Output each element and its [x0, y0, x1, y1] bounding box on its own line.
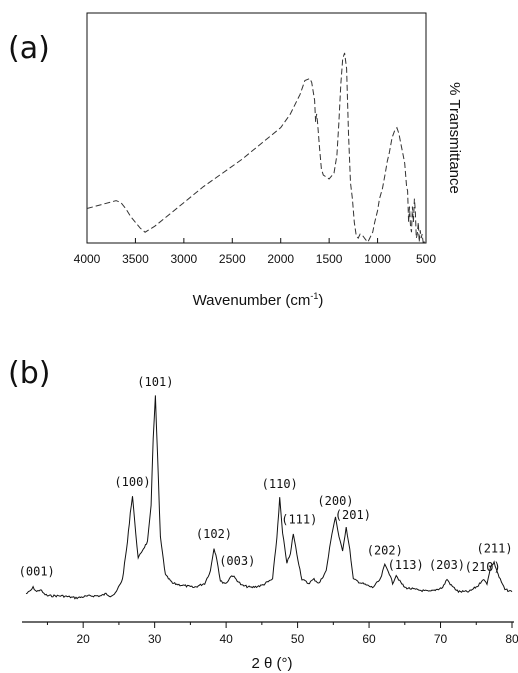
- panel-a-x-axis-title: Wavenumber (cm-1): [193, 291, 324, 309]
- panel-b-xrd-pattern-line: [25, 395, 513, 600]
- panel-b-peak-label: (201): [335, 508, 371, 522]
- panel-b-peak-label: (200): [317, 494, 353, 508]
- panel-b-x-axis-title: 2 θ (°): [251, 655, 292, 672]
- panel-a-x-tick-label: 3000: [171, 252, 198, 266]
- panel-a-label: (a): [8, 31, 50, 66]
- panel-b-peak-label: (003): [219, 554, 255, 568]
- panel-b-x-tick-label: 50: [291, 632, 305, 646]
- panel-b-peak-label: (102): [196, 527, 232, 541]
- panel-b-x-ticks: 20 30 40 50 60 70 80: [46, 622, 518, 646]
- panel-b-peak-label: (210): [465, 560, 501, 574]
- panel-b-peak-label: (110): [262, 477, 298, 491]
- panel-b-label: (b): [8, 356, 50, 391]
- panel-b-peak-labels: (001) (100) (101) (102) (003) (110) (111)(200)…: [19, 375, 513, 578]
- panel-b-peak-label: (202): [367, 544, 403, 558]
- panel-b-x-tick-label: 70: [434, 632, 448, 646]
- panel-b-x-tick-label: 20: [76, 632, 90, 646]
- panel-b-peak-label: (113): [388, 558, 424, 572]
- panel-b-peak-label: (211): [476, 542, 512, 556]
- panel-a-x-tick-label: 4000: [74, 252, 101, 266]
- panel-b-x-tick-label: 40: [219, 632, 233, 646]
- panel-a-x-tick-label: 2500: [219, 252, 246, 266]
- panel-a-x-tick-label: 1500: [316, 252, 343, 266]
- panel-b-peak-label: (101): [137, 375, 173, 389]
- panel-b-x-tick-label: 30: [148, 632, 162, 646]
- panel-a-ir-spectrum-line: [86, 52, 426, 243]
- panel-b-peak-label: (001): [19, 565, 55, 579]
- panel-a-x-tick-label: 1000: [364, 252, 391, 266]
- panel-a-x-tick-label: 3500: [122, 252, 149, 266]
- panel-b-x-tick-label: 80: [505, 632, 518, 646]
- panel-a-x-tick-label: 500: [416, 252, 436, 266]
- panel-a-x-tick-label: 2000: [267, 252, 294, 266]
- panel-b-peak-label: (203): [429, 558, 465, 572]
- panel-b-peak-label: (111): [281, 512, 317, 526]
- panel-a-y-axis-title: % Transmittance: [446, 82, 463, 194]
- panel-b-peak-label: (100): [114, 475, 150, 489]
- panel-a-x-ticks: 4000 3500 3000 2500 2000 1500 1000 500: [74, 238, 436, 266]
- panel-a-plot-frame: [86, 12, 427, 244]
- panel-b-x-tick-label: 60: [362, 632, 376, 646]
